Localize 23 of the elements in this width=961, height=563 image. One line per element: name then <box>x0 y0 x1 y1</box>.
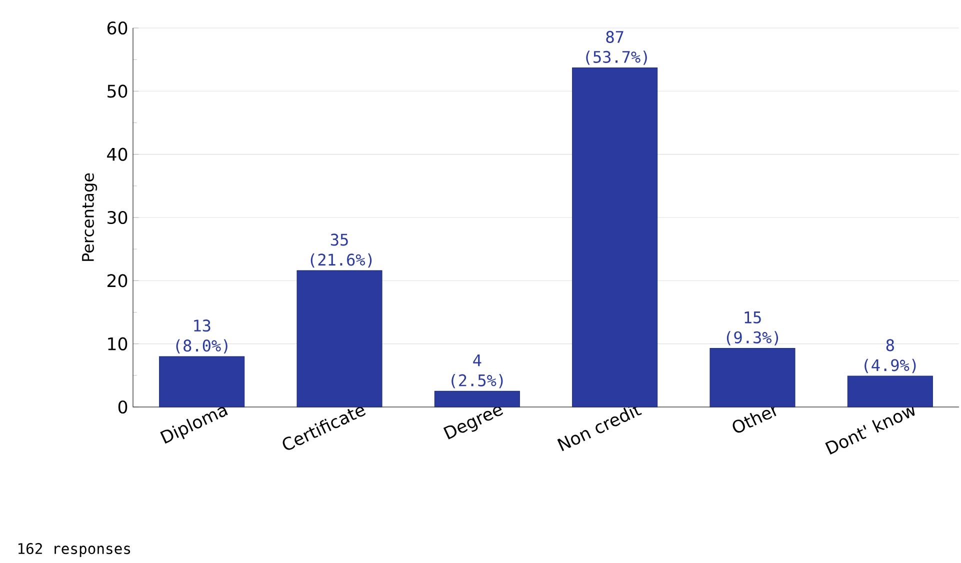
x-tick-label: Non credit <box>557 404 642 452</box>
bar <box>434 390 520 408</box>
x-tick-label: Other <box>732 405 777 433</box>
bar <box>710 348 796 408</box>
y-tick-label: 30 <box>108 210 128 224</box>
y-tick-label: 10 <box>108 337 128 350</box>
data-label: 8 (4.9%) <box>864 339 916 374</box>
y-tick-label: 40 <box>107 148 128 161</box>
bar <box>159 356 245 408</box>
y-tick-label: 0 <box>118 400 128 414</box>
y-axis-title: Percentage <box>82 173 98 261</box>
y-tick-label: 60 <box>107 21 128 35</box>
data-label: 87 (53.7%) <box>586 30 647 65</box>
bar <box>572 68 658 408</box>
data-label: 15 (9.3%) <box>726 312 778 346</box>
text: 162 responses <box>18 543 130 557</box>
data-label: 13 (8.0%) <box>176 320 228 354</box>
data-label: 4 (2.5%) <box>452 354 503 388</box>
y-tick-label: 20 <box>108 274 128 288</box>
data-label: 35 (21.6%) <box>310 234 372 268</box>
y-tick-label: 50 <box>108 84 128 98</box>
bar <box>296 270 382 408</box>
bar <box>847 376 933 408</box>
